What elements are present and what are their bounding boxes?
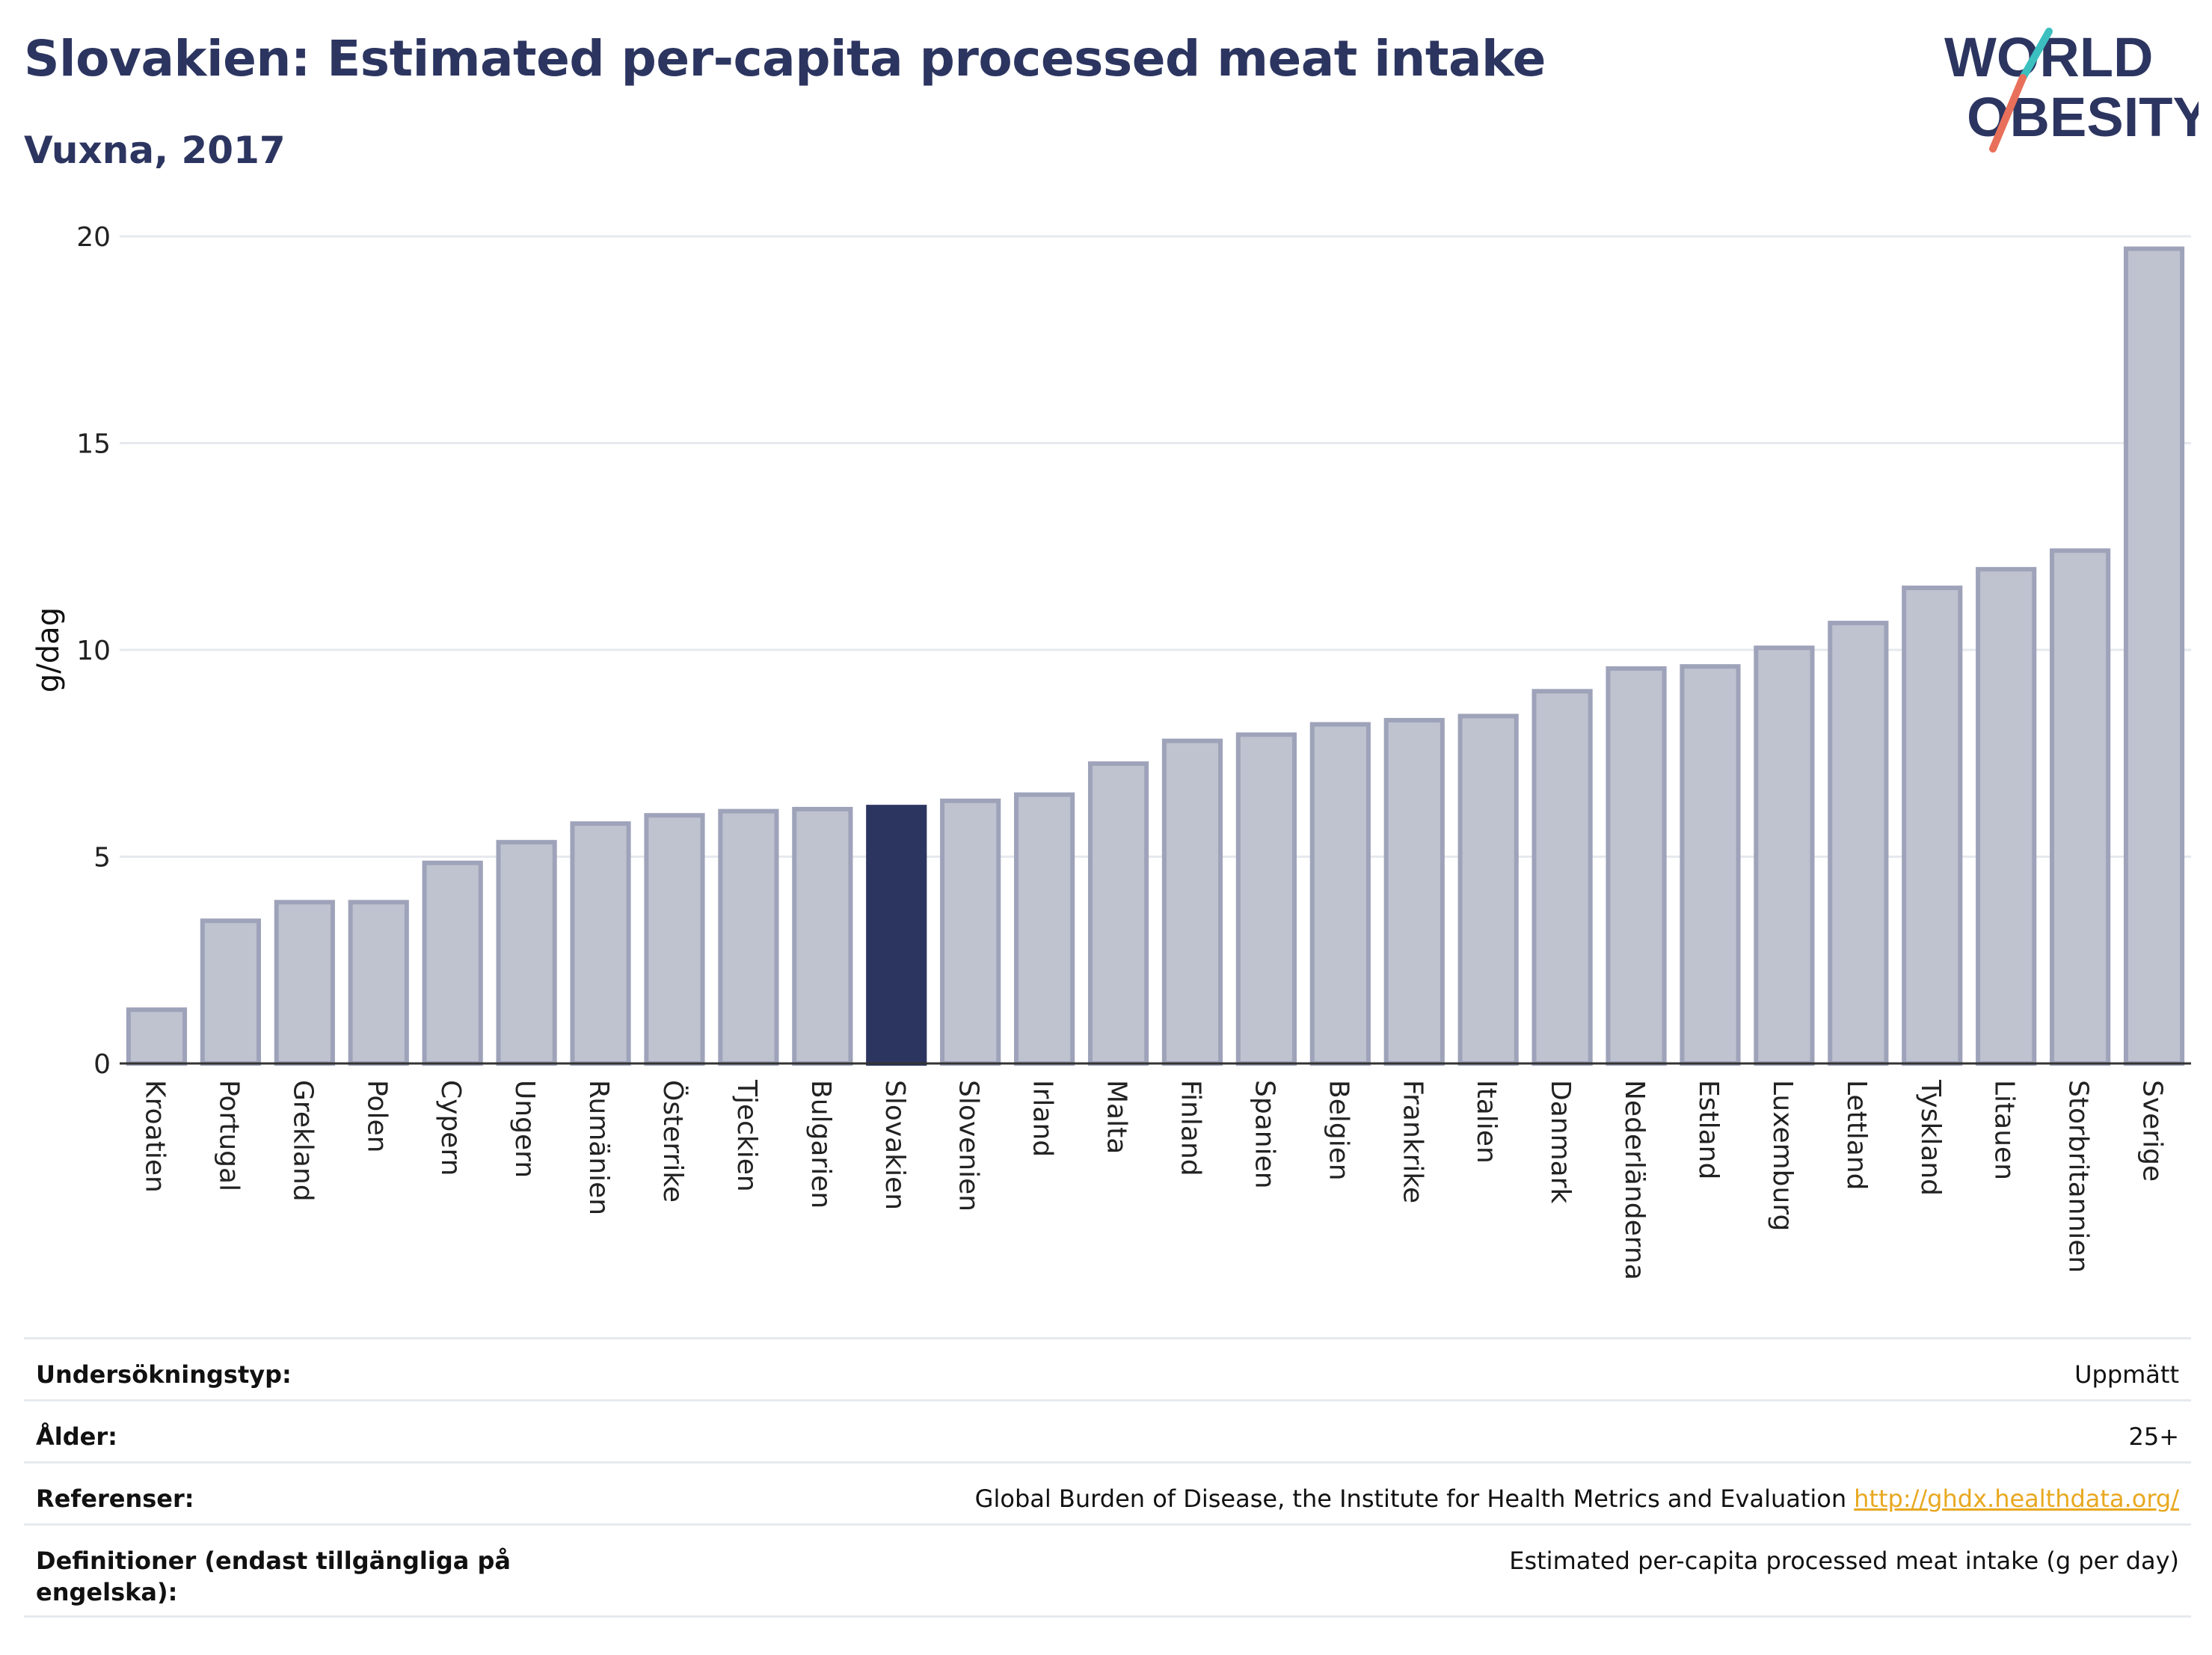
- x-tick-label: Nederländerna: [1619, 1080, 1650, 1280]
- y-tick-label: 5: [93, 843, 111, 873]
- y-tick-label: 15: [76, 429, 111, 460]
- bar: [792, 806, 853, 1066]
- bar: [940, 798, 1001, 1066]
- x-tick-label: Grekland: [287, 1080, 318, 1202]
- x-tick-label: Luxemburg: [1767, 1080, 1798, 1231]
- metadata-table: Undersökningstyp: Uppmätt Ålder: 25+ Ref…: [24, 1337, 2191, 1618]
- meta-value: Estimated per-capita processed meat inta…: [1509, 1547, 2179, 1575]
- meta-row-age: Ålder: 25+: [24, 1399, 2191, 1461]
- meta-label: Undersökningstyp:: [36, 1360, 292, 1389]
- bar: [1309, 722, 1371, 1066]
- bar: [1680, 664, 1741, 1066]
- chart-subtitle: Vuxna, 2017: [24, 129, 286, 172]
- bar: [570, 821, 631, 1066]
- bar: [1014, 792, 1075, 1066]
- x-tick-label: Lettland: [1841, 1080, 1872, 1191]
- meta-row-survey-type: Undersökningstyp: Uppmätt: [24, 1337, 2191, 1399]
- bar: [496, 840, 557, 1066]
- x-tick-label: Portugal: [213, 1080, 244, 1191]
- bar: [200, 918, 261, 1066]
- x-tick-label: Finland: [1175, 1080, 1205, 1176]
- y-tick-label: 0: [93, 1049, 111, 1080]
- bar: [1087, 761, 1149, 1066]
- x-tick-label: Bulgarien: [805, 1080, 836, 1209]
- x-tick-label: Österrike: [657, 1080, 689, 1203]
- bar: [1531, 689, 1593, 1066]
- bar: [2050, 548, 2111, 1066]
- bar: [1828, 621, 1889, 1066]
- x-tick-label: Sverige: [2137, 1080, 2168, 1182]
- x-tick-label: Danmark: [1545, 1080, 1576, 1204]
- meta-row-definitions: Definitioner (endast tillgängliga på eng…: [24, 1523, 2191, 1618]
- x-tick-label: Estland: [1693, 1080, 1724, 1179]
- bars: [126, 246, 2185, 1066]
- bar: [1976, 567, 2037, 1066]
- x-tick-label: Spanien: [1249, 1080, 1279, 1189]
- bar-chart: 0 5 10 15 20 Kroatien Portugal Grekland Polen Cy…: [31, 222, 2191, 1280]
- x-tick-label: Ungern: [509, 1080, 540, 1178]
- bar: [1161, 738, 1223, 1066]
- x-tick-label: Malta: [1102, 1080, 1132, 1154]
- x-tick-label: Cypern: [435, 1080, 466, 1176]
- bar: [126, 1007, 188, 1066]
- bar: [1235, 732, 1297, 1066]
- bar: [274, 900, 335, 1066]
- x-tick-label: Kroatien: [139, 1080, 170, 1193]
- y-axis-label: g/dag: [31, 607, 66, 693]
- bar: [1457, 713, 1519, 1066]
- y-tick-label: 20: [76, 222, 111, 253]
- meta-value: Global Burden of Disease, the Institute …: [975, 1483, 2179, 1514]
- reference-text: Global Burden of Disease, the Institute …: [974, 1484, 1847, 1513]
- x-tick-label: Irland: [1027, 1080, 1058, 1157]
- x-tick-label: Litauen: [1989, 1080, 2020, 1180]
- x-tick-label: Slovakien: [879, 1080, 910, 1210]
- world-obesity-logo: WORLD OBESITY: [1944, 26, 2199, 153]
- reference-link[interactable]: http://ghdx.healthdata.org/: [1854, 1484, 2179, 1513]
- bar-highlighted: [866, 805, 927, 1066]
- x-tick-label: Italien: [1471, 1080, 1502, 1164]
- x-tick-label: Rumänien: [583, 1080, 614, 1215]
- y-tick-labels: 0 5 10 15 20: [76, 222, 111, 1080]
- x-tick-labels: Kroatien Portugal Grekland Polen Cypern Unger…: [139, 1079, 2167, 1280]
- meta-label: Referenser:: [36, 1484, 194, 1513]
- bar: [1754, 645, 1815, 1066]
- x-tick-label: Slovenien: [953, 1080, 984, 1212]
- bar: [1902, 586, 1963, 1066]
- bar: [348, 900, 409, 1066]
- y-tick-label: 10: [76, 636, 111, 666]
- x-tick-label: Belgien: [1323, 1080, 1354, 1181]
- x-tick-label: Polen: [361, 1080, 392, 1152]
- meta-row-references: Referenser: Global Burden of Disease, th…: [24, 1461, 2191, 1523]
- bar: [2123, 246, 2185, 1066]
- bar: [422, 860, 483, 1066]
- chart-title: Slovakien: Estimated per-capita processe…: [24, 30, 1546, 87]
- bar: [1606, 666, 1667, 1066]
- meta-value: Uppmätt: [2074, 1360, 2179, 1389]
- bar: [644, 813, 705, 1066]
- bar: [718, 808, 779, 1066]
- x-tick-label: Tjeckien: [731, 1079, 762, 1192]
- meta-value: 25+: [2128, 1422, 2179, 1451]
- x-tick-label: Frankrike: [1397, 1080, 1428, 1203]
- bar: [1383, 718, 1445, 1066]
- meta-label: Ålder:: [36, 1422, 117, 1451]
- meta-label: Definitioner (endast tillgängliga på eng…: [36, 1547, 511, 1606]
- x-tick-label: Tyskland: [1915, 1079, 1946, 1196]
- x-tick-label: Storbritannien: [2063, 1080, 2094, 1273]
